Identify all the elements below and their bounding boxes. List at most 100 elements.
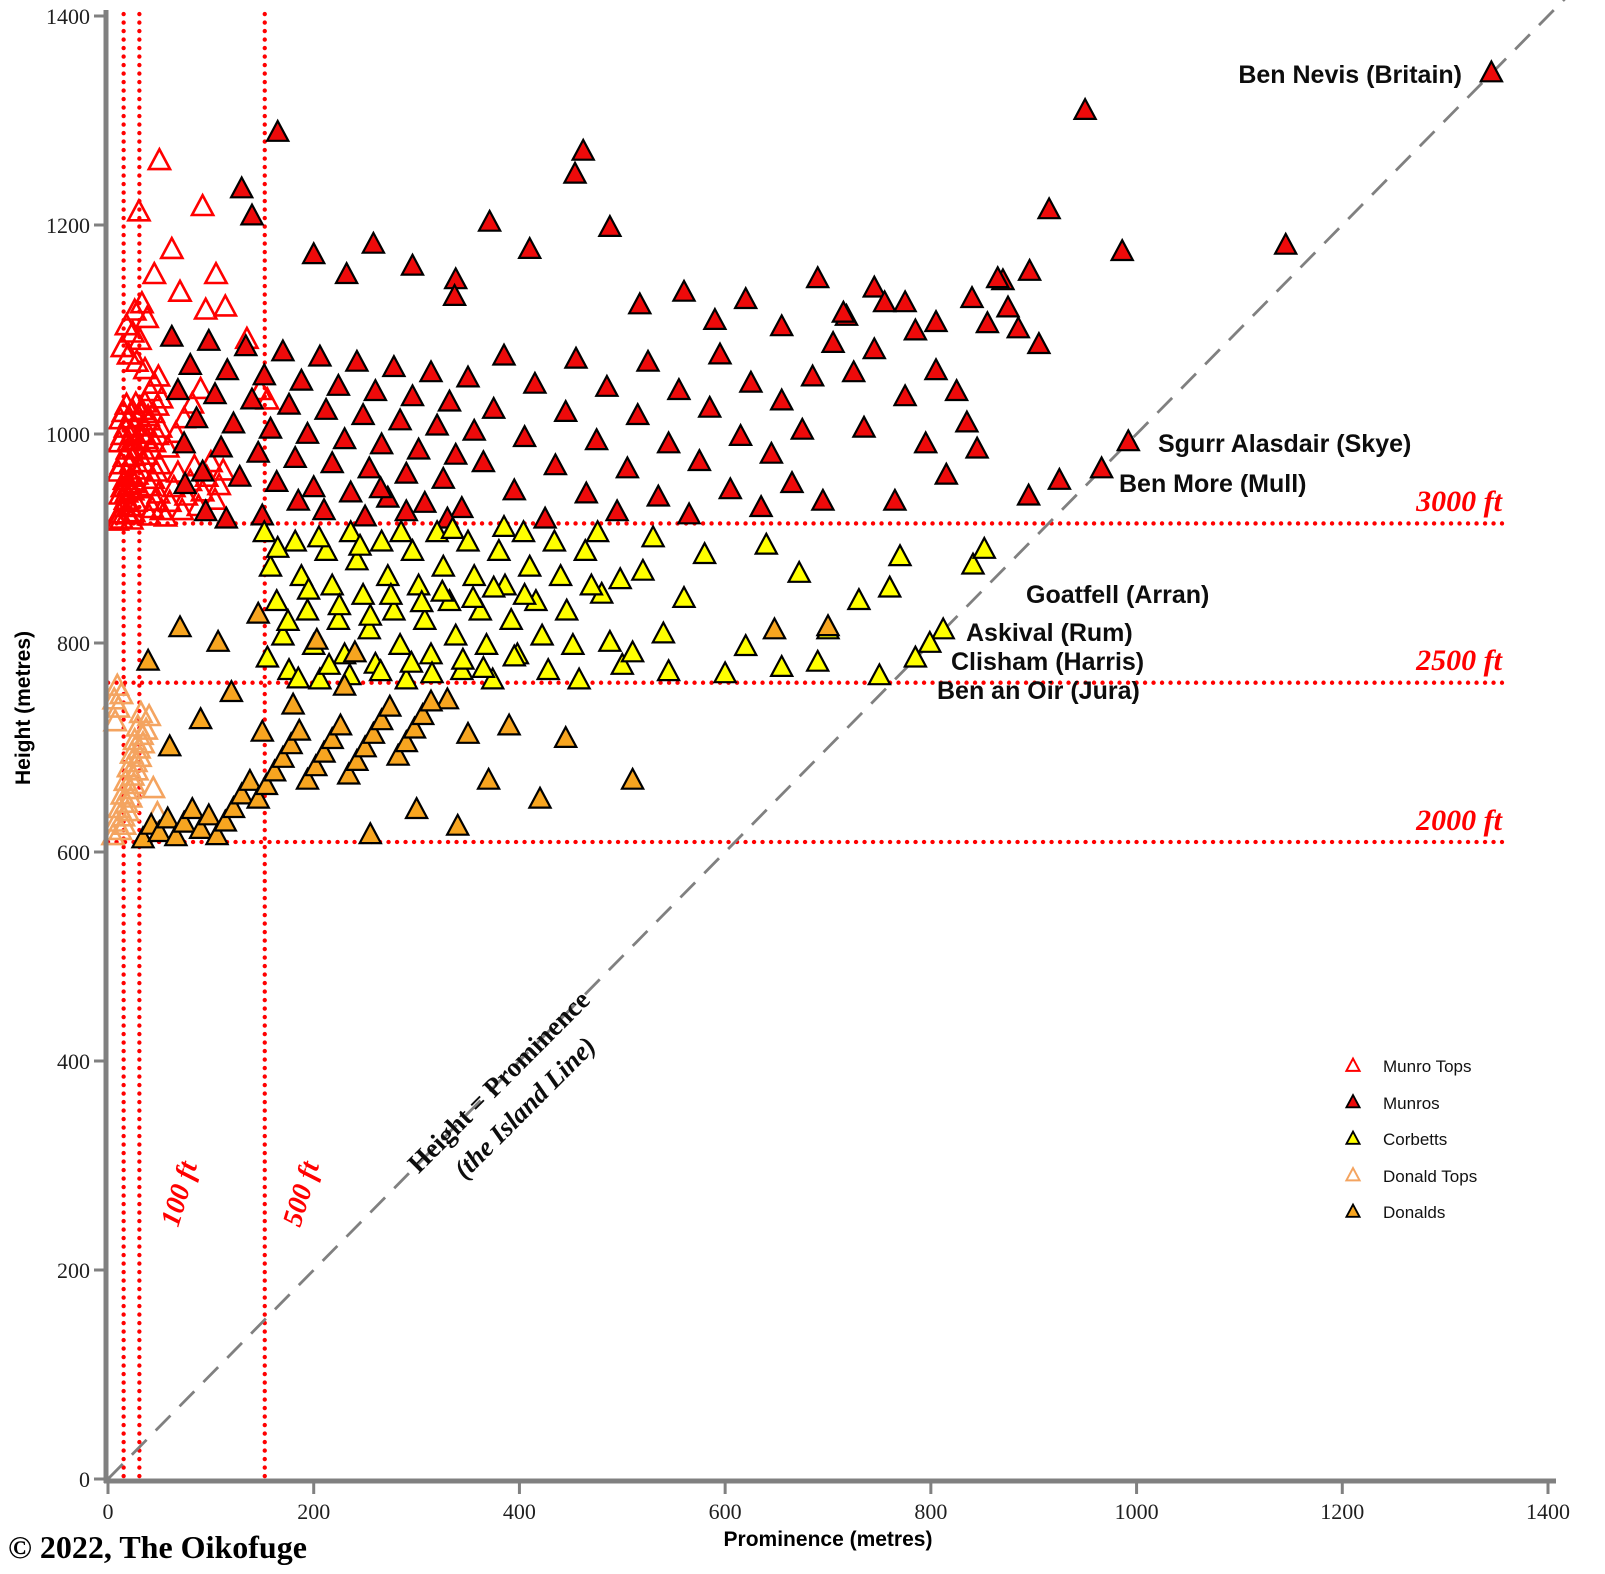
data-point <box>566 666 592 690</box>
data-point <box>702 306 728 331</box>
data-point <box>560 631 586 655</box>
data-point <box>512 423 538 448</box>
data-point <box>635 348 661 372</box>
data-point <box>954 409 980 433</box>
data-point <box>239 202 265 226</box>
data-point <box>594 373 620 397</box>
data-point <box>738 369 764 393</box>
data-point <box>202 380 228 405</box>
data-point <box>522 370 548 394</box>
data-point <box>830 299 856 323</box>
data-point <box>769 387 795 411</box>
data-point <box>753 531 779 555</box>
data-point <box>563 345 589 369</box>
data-point <box>419 660 445 684</box>
data-point <box>630 557 656 581</box>
data-point <box>1016 482 1042 506</box>
data-point <box>892 289 918 313</box>
data-point <box>393 498 419 522</box>
data-point <box>237 767 263 791</box>
data-point <box>496 712 522 736</box>
data-point <box>964 435 990 459</box>
data-point <box>398 649 424 673</box>
data-point <box>779 469 805 494</box>
data-point <box>676 501 702 525</box>
data-point <box>172 470 198 495</box>
legend-marker-munros <box>1344 1093 1362 1109</box>
data-point <box>527 785 553 809</box>
data-point <box>625 401 651 426</box>
legend-markers-layer <box>1344 1056 1362 1218</box>
data-point <box>609 651 635 675</box>
data-point <box>573 480 599 504</box>
data-point <box>460 584 486 608</box>
data-point <box>212 292 239 317</box>
data-point <box>455 528 481 552</box>
data-point <box>985 264 1011 289</box>
y-tick-label: 200 <box>57 1258 90 1283</box>
data-point <box>184 405 209 429</box>
x-axis-title: Prominence (metres) <box>724 1528 933 1551</box>
data-point <box>960 551 986 575</box>
data-point <box>265 534 291 558</box>
data-point <box>352 734 378 758</box>
data-point <box>377 693 403 717</box>
data-point <box>481 574 507 598</box>
data-point <box>944 377 970 402</box>
data-point <box>501 643 527 667</box>
data-point <box>400 537 425 561</box>
data-point <box>597 628 623 652</box>
data-point <box>1115 428 1141 452</box>
data-point <box>369 707 395 731</box>
data-point <box>404 795 430 820</box>
data-point <box>119 476 146 501</box>
data-point <box>917 629 943 653</box>
data-point <box>409 588 435 613</box>
data-point <box>800 363 826 387</box>
data-point <box>140 774 167 799</box>
data-point <box>156 488 183 513</box>
data-point <box>295 420 320 444</box>
data-point <box>303 753 329 777</box>
data-point <box>295 766 320 790</box>
data-point <box>712 660 738 684</box>
data-point <box>412 489 438 513</box>
data-point <box>233 332 259 357</box>
line-label-500ft: 500 ft <box>277 1157 326 1230</box>
data-point <box>136 702 162 727</box>
data-point <box>157 733 183 757</box>
data-point <box>258 415 283 439</box>
y-axis-title: Height (metres) <box>12 631 35 785</box>
annotation-askival: Askival (Rum) <box>966 619 1133 647</box>
data-point <box>192 295 219 320</box>
data-point <box>769 313 795 337</box>
data-point <box>188 815 214 839</box>
data-point <box>1089 455 1115 479</box>
data-point <box>196 802 222 826</box>
data-point <box>815 612 841 637</box>
data-point <box>270 338 296 362</box>
data-point <box>133 716 159 740</box>
copyright-notice: © 2022, The Oikofuge <box>8 1529 307 1565</box>
data-point <box>650 620 676 644</box>
data-point <box>535 656 561 681</box>
data-point <box>820 329 846 354</box>
data-point <box>276 391 302 415</box>
data-point <box>620 766 646 790</box>
data-point <box>113 311 140 336</box>
data-point <box>147 414 174 438</box>
data-point <box>196 327 222 351</box>
data-point <box>134 304 160 329</box>
data-point <box>686 447 712 472</box>
data-point <box>666 376 692 401</box>
data-point <box>239 386 265 410</box>
data-point <box>221 410 246 434</box>
data-point <box>262 758 288 782</box>
data-point <box>882 487 908 511</box>
data-point <box>491 342 517 366</box>
x-tick-label: 800 <box>914 1499 947 1524</box>
data-point <box>762 616 787 640</box>
data-point <box>280 691 306 715</box>
data-point <box>344 348 370 372</box>
data-point <box>206 471 232 496</box>
